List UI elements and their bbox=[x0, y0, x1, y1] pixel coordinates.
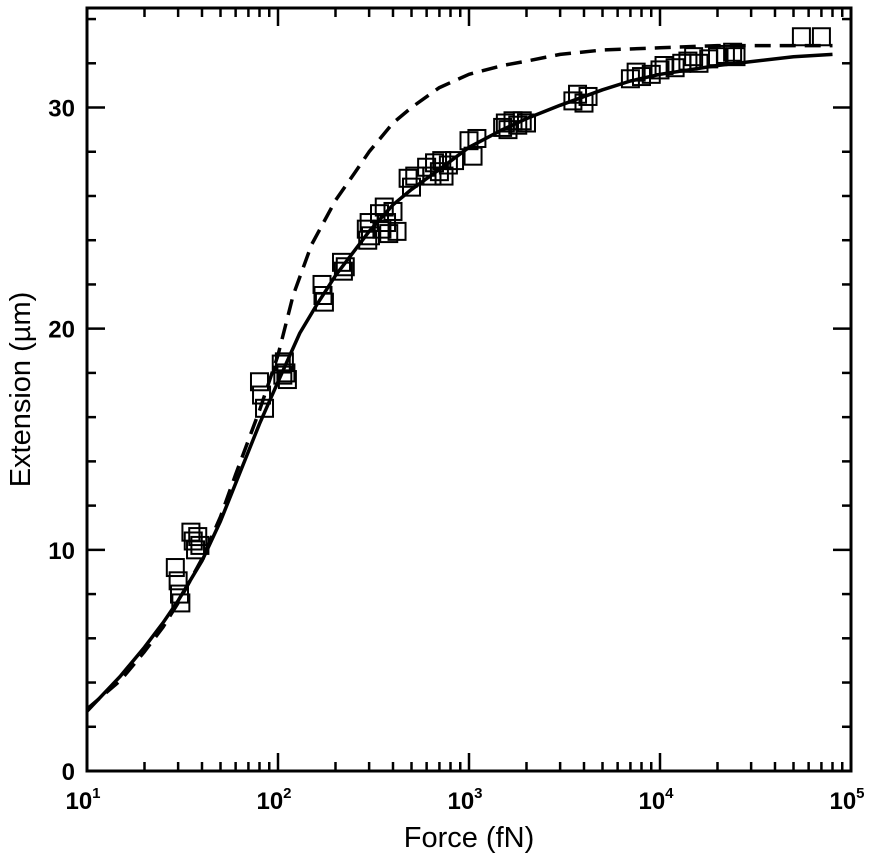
data-point bbox=[249, 372, 269, 392]
data-point bbox=[252, 385, 272, 405]
data-point bbox=[402, 177, 422, 197]
data-point bbox=[190, 535, 210, 555]
data-point bbox=[467, 128, 487, 148]
data-point bbox=[689, 53, 709, 73]
data-point bbox=[516, 113, 536, 133]
x-tick-label: 101 bbox=[65, 785, 100, 815]
dashed-fit-curve bbox=[85, 43, 833, 711]
data-point bbox=[434, 166, 454, 186]
y-tick-label: 20 bbox=[48, 317, 75, 344]
plot-frame bbox=[85, 6, 853, 773]
data-point bbox=[631, 67, 651, 87]
x-tick-label: 104 bbox=[638, 785, 674, 815]
data-point bbox=[335, 257, 355, 277]
x-axis-ticks bbox=[85, 8, 844, 771]
y-tick-label: 0 bbox=[62, 759, 75, 786]
data-point bbox=[277, 370, 297, 390]
data-point bbox=[255, 398, 275, 418]
data-point bbox=[726, 47, 746, 67]
data-point bbox=[333, 261, 353, 281]
x-axis-label: Force (fN) bbox=[404, 822, 535, 854]
data-point bbox=[276, 363, 296, 383]
data-point bbox=[171, 593, 191, 613]
data-point bbox=[563, 91, 583, 111]
y-tick-label: 10 bbox=[48, 538, 75, 565]
data-point bbox=[387, 221, 407, 241]
x-tick-label: 102 bbox=[256, 785, 291, 815]
data-point bbox=[361, 226, 381, 246]
data-point bbox=[715, 44, 735, 64]
data-point bbox=[273, 365, 293, 385]
x-tick-label: 103 bbox=[447, 785, 482, 815]
y-tick-label: 30 bbox=[48, 96, 75, 123]
data-point bbox=[650, 60, 670, 80]
data-point bbox=[438, 155, 458, 175]
data-point bbox=[512, 111, 532, 131]
data-point bbox=[791, 27, 811, 47]
data-point bbox=[314, 292, 334, 312]
data-point bbox=[684, 47, 704, 67]
data-point bbox=[574, 93, 594, 113]
data-point bbox=[626, 62, 646, 82]
data-point bbox=[165, 558, 185, 578]
data-point bbox=[493, 117, 513, 137]
data-point bbox=[678, 51, 698, 71]
data-point bbox=[620, 69, 640, 89]
y-axis-label: Extension (µm) bbox=[5, 292, 37, 488]
x-axis-tick-labels: 101 102 103 104 105 bbox=[65, 785, 864, 815]
data-point bbox=[723, 42, 743, 62]
data-point bbox=[356, 219, 376, 239]
data-point bbox=[422, 166, 442, 186]
data-point bbox=[186, 540, 206, 560]
data-point bbox=[445, 151, 465, 171]
data-point bbox=[168, 571, 188, 591]
y-axis-tick-labels: 0 10 20 30 bbox=[48, 96, 75, 786]
data-point bbox=[313, 286, 333, 306]
data-markers bbox=[165, 27, 831, 613]
data-point bbox=[383, 201, 403, 221]
data-point bbox=[665, 58, 685, 78]
data-point bbox=[578, 86, 598, 106]
data-point bbox=[372, 219, 392, 239]
x-tick-label: 105 bbox=[829, 785, 864, 815]
data-point bbox=[432, 151, 452, 171]
data-point bbox=[811, 27, 831, 47]
